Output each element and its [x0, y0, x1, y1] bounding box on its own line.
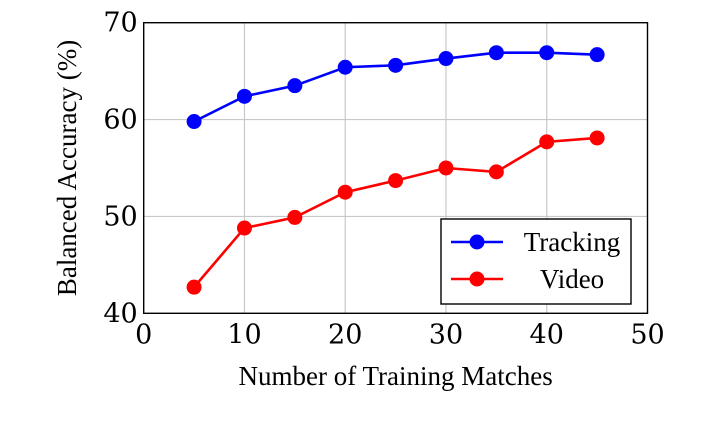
legend: Tracking Video [440, 218, 632, 305]
data-series [186, 45, 605, 295]
data-point-marker [236, 88, 252, 104]
data-point-marker [438, 51, 454, 67]
data-point-marker [539, 134, 555, 150]
series-video [186, 130, 605, 295]
y-tick-label: 60 [103, 105, 137, 136]
x-tick-label: 40 [530, 319, 564, 350]
data-point-marker [388, 57, 404, 73]
x-tick-label: 20 [328, 319, 362, 350]
data-point-marker [186, 279, 202, 295]
legend-box [440, 218, 632, 305]
y-axis-label: Balanced Accuracy (%) [52, 40, 82, 296]
legend-item-tracking: Tracking [451, 227, 620, 257]
data-point-marker [589, 47, 605, 63]
series-tracking [186, 45, 605, 130]
data-point-marker [488, 45, 504, 61]
data-point-marker [589, 130, 605, 146]
x-tick-label: 30 [429, 319, 463, 350]
y-tick-label: 70 [103, 8, 137, 39]
data-point-marker [287, 209, 303, 225]
y-tick-label: 50 [103, 201, 137, 232]
x-axis-label: Number of Training Matches [238, 361, 552, 391]
data-point-marker [337, 184, 353, 200]
y-axis-ticks: 40 50 60 70 [103, 8, 137, 330]
data-point-marker [287, 78, 303, 94]
data-point-marker [388, 173, 404, 189]
plot-area-frame [142, 22, 649, 315]
legend-label: Tracking [524, 227, 621, 257]
legend-marker-icon [469, 271, 485, 287]
data-point-marker [539, 45, 555, 61]
data-point-marker [236, 220, 252, 236]
x-axis-ticks: 0 10 20 30 40 50 [135, 319, 665, 350]
legend-item-video: Video [451, 264, 604, 294]
data-point-marker [337, 59, 353, 75]
x-tick-label: 0 [135, 319, 152, 350]
data-point-marker [488, 164, 504, 180]
legend-marker-icon [469, 234, 485, 250]
y-tick-label: 40 [103, 298, 137, 329]
x-tick-label: 10 [227, 319, 261, 350]
data-point-marker [438, 160, 454, 176]
legend-label: Video [540, 264, 604, 294]
data-point-marker [186, 114, 202, 130]
x-tick-label: 50 [630, 319, 664, 350]
